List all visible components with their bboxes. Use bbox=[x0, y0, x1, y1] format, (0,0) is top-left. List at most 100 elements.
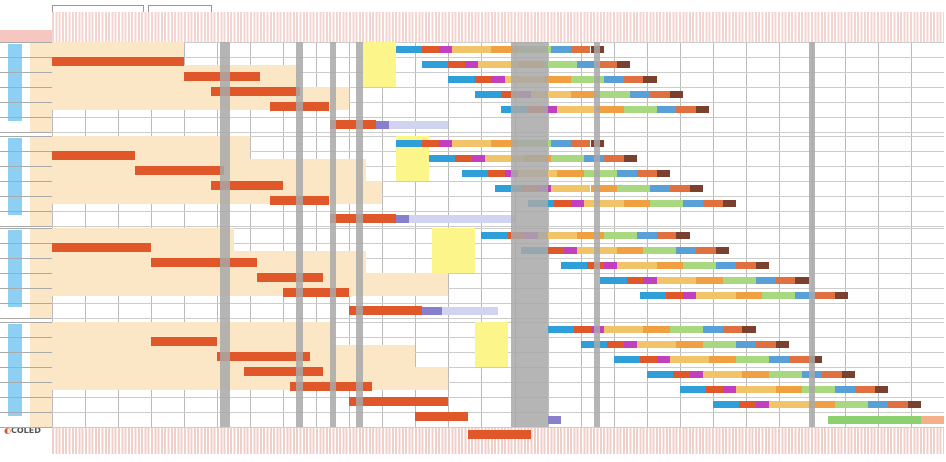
tail-bar bbox=[375, 121, 389, 129]
chain-segment bbox=[616, 185, 650, 192]
tail-bar bbox=[422, 307, 442, 315]
row-divider bbox=[0, 166, 52, 167]
chain-segment bbox=[735, 262, 756, 269]
chain-segment bbox=[583, 170, 617, 177]
chain-segment bbox=[616, 170, 637, 177]
tail-bar bbox=[441, 307, 498, 315]
row-divider bbox=[0, 382, 52, 383]
row-divider bbox=[52, 427, 944, 428]
chain-segment bbox=[464, 61, 479, 68]
chain-segment bbox=[834, 401, 868, 408]
row-divider bbox=[52, 226, 944, 227]
chain-segment bbox=[854, 386, 875, 393]
row-divider bbox=[52, 132, 944, 133]
chain-segment bbox=[716, 247, 730, 254]
week-line bbox=[778, 42, 780, 427]
chain-segment bbox=[696, 292, 736, 299]
chain-segment bbox=[636, 341, 677, 348]
chain-segment bbox=[716, 262, 736, 269]
chain-segment bbox=[484, 155, 525, 162]
row-divider bbox=[52, 288, 944, 289]
chain-segment bbox=[474, 91, 502, 98]
chain-segment bbox=[481, 232, 508, 239]
beige-block bbox=[52, 273, 449, 296]
task-bar bbox=[52, 243, 152, 252]
chain-segment bbox=[669, 185, 690, 192]
row-divider bbox=[0, 196, 52, 197]
row-divider bbox=[52, 181, 944, 182]
tail-bar bbox=[828, 416, 921, 424]
week-line bbox=[283, 42, 285, 427]
chain-segment bbox=[775, 277, 796, 284]
chain-segment bbox=[775, 341, 789, 348]
chain-segment bbox=[550, 185, 591, 192]
chain-segment bbox=[504, 170, 518, 177]
chain-segment bbox=[613, 356, 641, 363]
chain-segment bbox=[841, 371, 855, 378]
chain-segment bbox=[722, 386, 736, 393]
row-divider bbox=[52, 397, 944, 398]
chain-segment bbox=[755, 401, 769, 408]
chain-segment bbox=[630, 91, 650, 98]
chain-segment bbox=[531, 91, 571, 98]
chain-segment bbox=[808, 401, 835, 408]
chain-segment bbox=[656, 232, 677, 239]
chain-segment bbox=[643, 247, 677, 254]
chain-segment bbox=[722, 277, 756, 284]
chain-segment bbox=[537, 232, 578, 239]
chain-segment bbox=[570, 91, 598, 98]
chain-segment bbox=[547, 247, 565, 254]
chain-segment bbox=[451, 140, 492, 147]
chain-segment bbox=[590, 185, 617, 192]
task-bar bbox=[329, 214, 396, 223]
chain-segment bbox=[577, 61, 598, 68]
holiday-column bbox=[329, 42, 337, 427]
task-bar bbox=[349, 306, 422, 315]
chain-segment bbox=[564, 247, 578, 254]
row-divider bbox=[52, 72, 944, 73]
chain-segment bbox=[907, 401, 921, 408]
task-bar bbox=[52, 57, 185, 66]
chain-segment bbox=[801, 386, 835, 393]
chain-segment bbox=[768, 356, 789, 363]
row-divider bbox=[0, 72, 52, 73]
chain-segment bbox=[689, 371, 703, 378]
chain-segment bbox=[676, 106, 697, 113]
chain-segment bbox=[821, 371, 842, 378]
chain-segment bbox=[448, 76, 475, 83]
chain-segment bbox=[702, 371, 743, 378]
row-divider bbox=[0, 243, 52, 244]
chain-segment bbox=[603, 155, 624, 162]
chain-segment bbox=[669, 356, 710, 363]
chain-segment bbox=[550, 140, 571, 147]
chain-segment bbox=[735, 292, 763, 299]
row-divider bbox=[0, 352, 52, 353]
chain-segment bbox=[815, 292, 835, 299]
chain-segment bbox=[649, 91, 670, 98]
chain-segment bbox=[438, 46, 452, 53]
row-divider bbox=[0, 117, 52, 118]
chain-segment bbox=[550, 46, 571, 53]
chain-segment bbox=[755, 277, 776, 284]
row-divider bbox=[0, 273, 52, 274]
task-bar bbox=[329, 120, 376, 129]
chain-segment bbox=[666, 292, 683, 299]
row-divider bbox=[0, 412, 52, 413]
chain-segment bbox=[623, 106, 657, 113]
chain-segment bbox=[712, 401, 740, 408]
chain-segment bbox=[742, 371, 769, 378]
week-line bbox=[877, 42, 879, 427]
chain-segment bbox=[775, 386, 802, 393]
chain-segment bbox=[547, 326, 574, 333]
chain-segment bbox=[623, 76, 644, 83]
chain-segment bbox=[646, 371, 674, 378]
group-marker bbox=[8, 138, 22, 215]
chain-segment bbox=[583, 200, 624, 207]
task-bar bbox=[52, 151, 135, 160]
row-divider bbox=[52, 196, 944, 197]
week-line bbox=[316, 42, 318, 427]
row-divider bbox=[0, 427, 52, 428]
holiday-column bbox=[355, 42, 363, 427]
row-divider bbox=[0, 226, 52, 227]
tail-bar bbox=[388, 121, 449, 129]
